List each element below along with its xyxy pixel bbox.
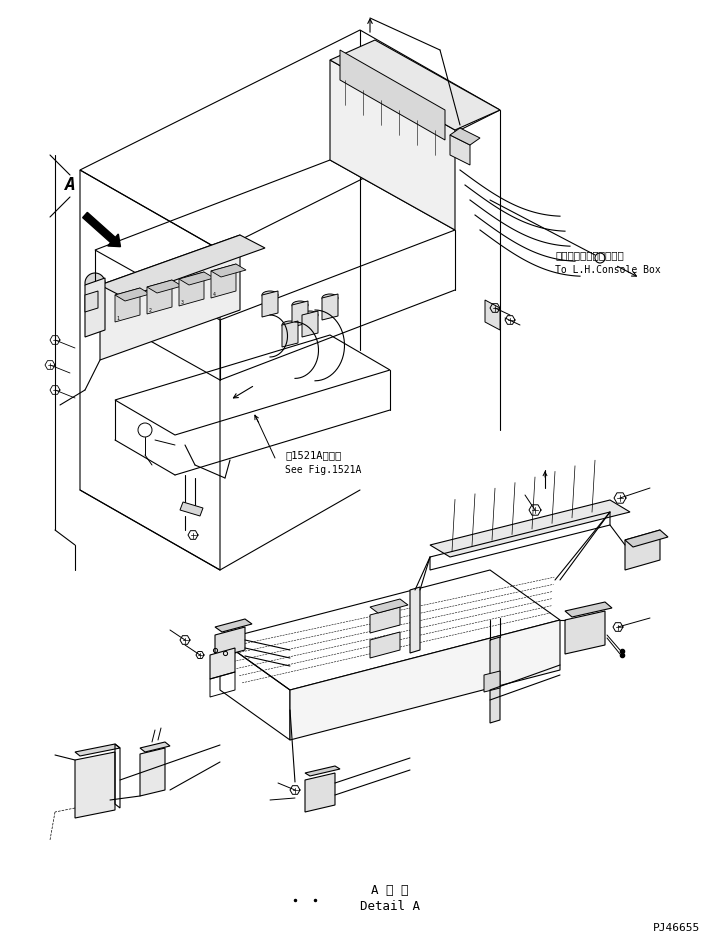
- Polygon shape: [430, 500, 630, 557]
- Polygon shape: [211, 264, 246, 277]
- Polygon shape: [140, 748, 165, 796]
- Text: 左コンソールボックスへ: 左コンソールボックスへ: [555, 250, 624, 260]
- Polygon shape: [625, 530, 660, 570]
- Ellipse shape: [302, 311, 318, 319]
- Text: See Fig.1521A: See Fig.1521A: [285, 465, 362, 475]
- Text: 1: 1: [116, 316, 119, 320]
- FancyArrow shape: [82, 212, 121, 247]
- Polygon shape: [370, 632, 400, 658]
- Polygon shape: [305, 773, 335, 812]
- Polygon shape: [115, 288, 140, 322]
- Polygon shape: [290, 620, 560, 740]
- Polygon shape: [490, 637, 500, 723]
- Polygon shape: [322, 294, 338, 320]
- Polygon shape: [215, 619, 252, 632]
- Text: A: A: [64, 176, 75, 194]
- Ellipse shape: [292, 301, 308, 309]
- Polygon shape: [282, 321, 298, 347]
- Text: 第1521A図参照: 第1521A図参照: [285, 450, 342, 460]
- Polygon shape: [180, 502, 203, 516]
- Ellipse shape: [322, 294, 338, 302]
- Polygon shape: [305, 766, 340, 776]
- Text: 4: 4: [212, 291, 215, 297]
- Polygon shape: [340, 50, 445, 140]
- Polygon shape: [210, 648, 235, 679]
- Polygon shape: [75, 744, 120, 756]
- Polygon shape: [100, 235, 265, 298]
- Polygon shape: [147, 280, 172, 314]
- Polygon shape: [75, 752, 115, 818]
- Polygon shape: [565, 611, 605, 654]
- Polygon shape: [484, 671, 500, 692]
- Polygon shape: [485, 300, 500, 330]
- Polygon shape: [115, 288, 150, 301]
- Polygon shape: [211, 264, 236, 298]
- Text: To L.H.Console Box: To L.H.Console Box: [555, 265, 661, 275]
- Polygon shape: [215, 627, 245, 658]
- Polygon shape: [179, 272, 204, 306]
- Polygon shape: [179, 272, 214, 285]
- Polygon shape: [85, 291, 98, 312]
- Text: 3: 3: [180, 300, 183, 304]
- Text: 2: 2: [149, 307, 152, 313]
- Polygon shape: [85, 278, 105, 337]
- Polygon shape: [565, 602, 612, 617]
- Polygon shape: [330, 60, 455, 230]
- Polygon shape: [147, 280, 182, 293]
- Polygon shape: [292, 301, 308, 327]
- Polygon shape: [450, 135, 470, 165]
- Polygon shape: [370, 599, 408, 613]
- Polygon shape: [262, 291, 278, 317]
- Polygon shape: [140, 742, 170, 752]
- Polygon shape: [410, 587, 420, 653]
- Polygon shape: [330, 40, 500, 130]
- Text: A 詳 細: A 詳 細: [371, 884, 409, 897]
- Ellipse shape: [262, 291, 278, 299]
- Circle shape: [85, 273, 105, 293]
- Polygon shape: [302, 311, 318, 337]
- Polygon shape: [450, 128, 480, 145]
- Polygon shape: [370, 607, 400, 633]
- Ellipse shape: [282, 321, 298, 329]
- Text: Detail A: Detail A: [360, 901, 420, 914]
- Polygon shape: [625, 530, 668, 547]
- Text: PJ46655: PJ46655: [653, 923, 700, 933]
- Polygon shape: [100, 235, 240, 360]
